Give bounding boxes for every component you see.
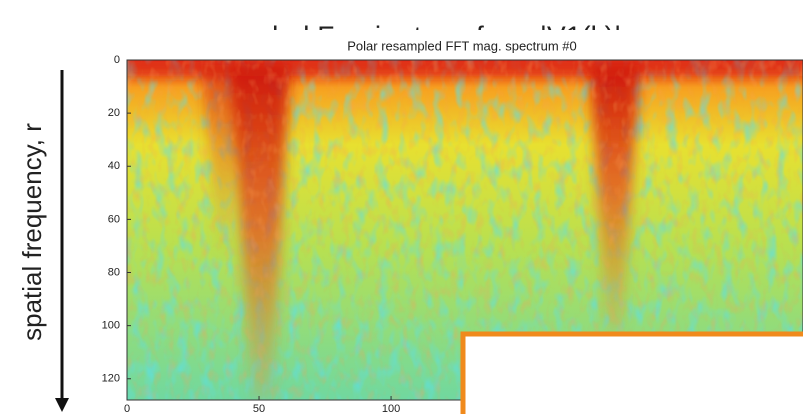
- y-tick-label: 40: [108, 160, 120, 172]
- x-tick-label: 100: [382, 403, 400, 414]
- y-tick-label: 100: [102, 320, 120, 332]
- y-tick-label: 120: [102, 373, 120, 385]
- x-tick-label: 0: [124, 403, 130, 414]
- y-tick-label: 80: [108, 266, 120, 278]
- chart-subtitle: Polar resampled FFT mag. spectrum #0: [347, 38, 577, 53]
- overlay-box: [460, 331, 803, 414]
- y-tick-label: 60: [108, 213, 120, 225]
- heatmap: [127, 60, 803, 400]
- figure-title: resampled Fourier transform |V1(k)|: [179, 20, 621, 51]
- y-tick-label: 0: [114, 54, 120, 66]
- y-tick-label: 20: [108, 107, 120, 119]
- x-tick-label: 50: [253, 403, 265, 414]
- arrow-head: [55, 398, 69, 412]
- y-axis-label: spatial frequency, r: [17, 123, 47, 341]
